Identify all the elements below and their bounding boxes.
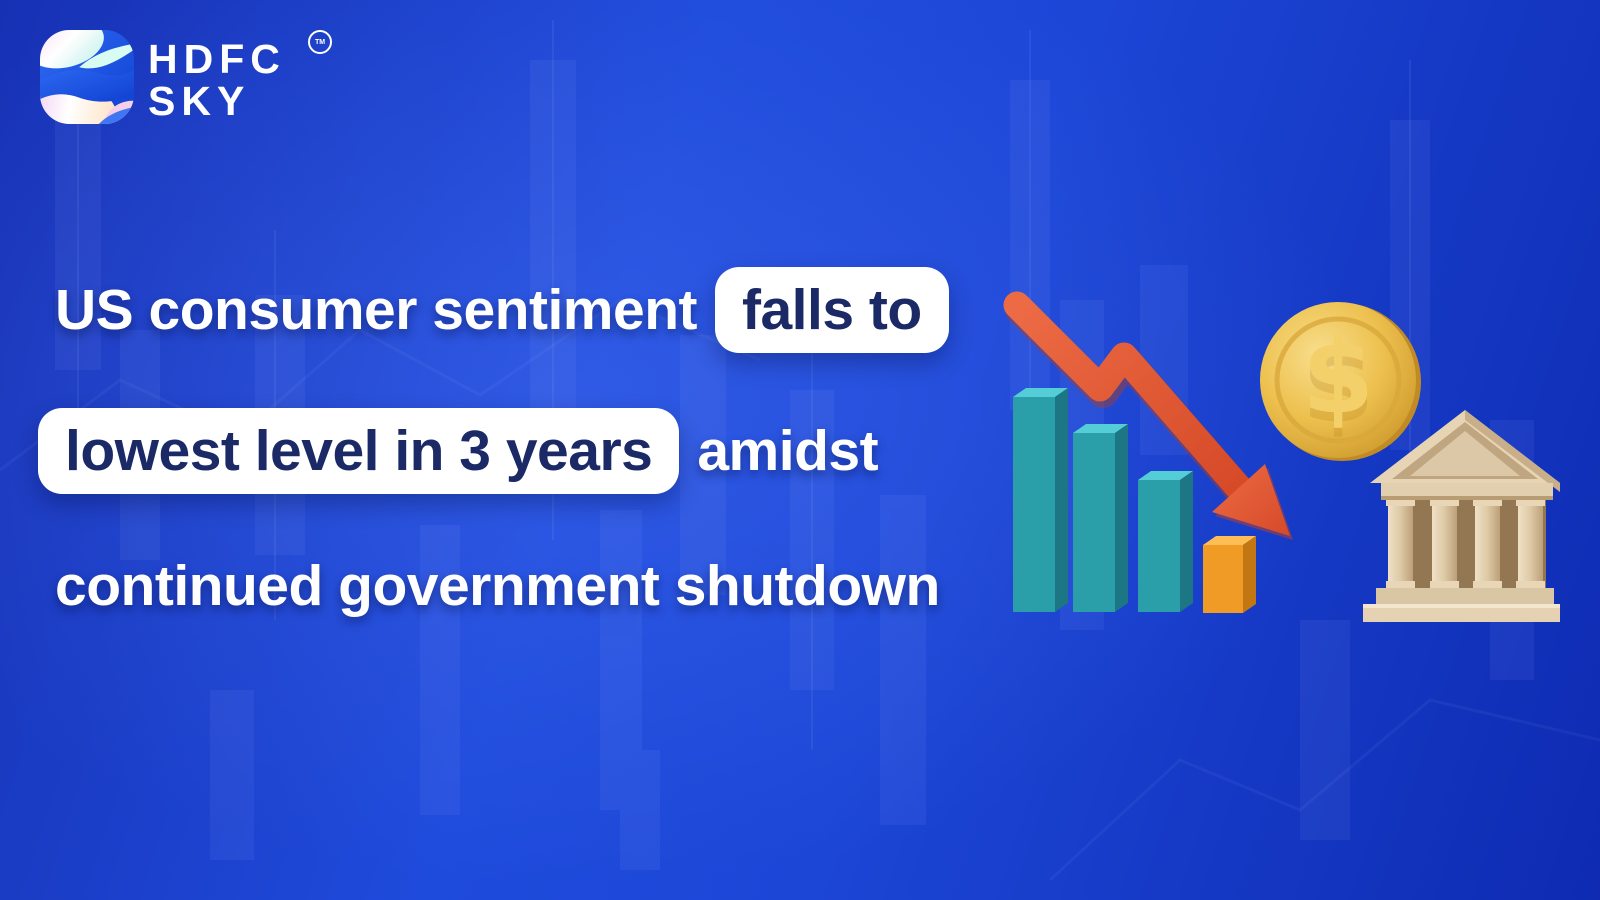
downtrend-arrow-icon xyxy=(1003,291,1293,540)
headline-line-3: continued government shutdown xyxy=(55,542,940,630)
headline-highlight-pill: falls to xyxy=(715,267,949,353)
headline-line-2: lowest level in 3 years amidst xyxy=(38,407,879,495)
brand-name-line2: SKY xyxy=(148,78,251,124)
headline-highlight-pill: lowest level in 3 years xyxy=(38,408,680,494)
headline-line-1: US consumer sentiment falls to xyxy=(55,266,949,354)
dollar-coin-icon: $ $ xyxy=(1260,302,1421,461)
finance-illustration: $ $ xyxy=(1003,291,1560,622)
declining-bar-chart-icon xyxy=(1013,388,1256,613)
headline-text: continued government shutdown xyxy=(55,554,940,618)
trademark-badge: TM xyxy=(308,30,332,54)
svg-text:$: $ xyxy=(1302,315,1374,437)
headline-text: amidst xyxy=(697,419,879,483)
hdfc-sky-logo-icon xyxy=(40,30,134,124)
bank-building-icon xyxy=(1363,410,1560,622)
brand-name-line1: HDFC xyxy=(148,36,286,82)
headline-text: US consumer sentiment xyxy=(55,278,698,342)
svg-text:$: $ xyxy=(1302,324,1374,446)
brand-wordmark: HDFC SKY xyxy=(148,38,286,122)
